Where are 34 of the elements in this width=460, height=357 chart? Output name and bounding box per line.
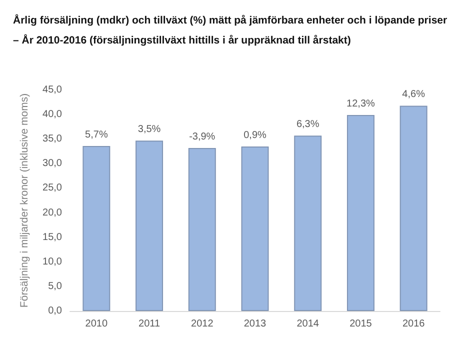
y-tick-label: 40,0 bbox=[42, 109, 62, 120]
annotation: 4,6% bbox=[402, 89, 426, 100]
y-tick-label: 25,0 bbox=[42, 182, 62, 194]
bar bbox=[346, 115, 374, 311]
y-axis-title: Försäljning i miljarder kronor (inklusive moms) bbox=[18, 93, 30, 308]
y-tick-label: 35,0 bbox=[42, 134, 62, 145]
x-tick-label: 2014 bbox=[296, 318, 320, 330]
bar bbox=[82, 146, 110, 311]
annotation: 0,9% bbox=[244, 130, 267, 141]
x-tick-label: 2012 bbox=[191, 318, 214, 330]
bar bbox=[188, 148, 216, 311]
y-tick-label: 5,0 bbox=[48, 280, 62, 292]
bar bbox=[241, 146, 269, 311]
chart-subtitle: – År 2010-2016 (försäljningstillväxt hittills i år uppräknad till årstakt) bbox=[13, 34, 351, 46]
annotation: -3,9% bbox=[189, 131, 216, 142]
x-tick-label: 2013 bbox=[244, 318, 267, 330]
annotation: 3,5% bbox=[138, 124, 161, 136]
y-tick-label: 30,0 bbox=[42, 158, 62, 170]
chart-title: Årlig försäljning (mdkr) och tillväxt (%) mätt på jämförbara enheter och i löpande priser bbox=[13, 14, 448, 26]
x-tick-label: 2015 bbox=[350, 318, 372, 330]
x-tick-label: 2016 bbox=[402, 318, 426, 330]
y-tick-label: 0,0 bbox=[48, 306, 62, 316]
bar bbox=[294, 136, 322, 311]
bar bbox=[400, 106, 428, 311]
x-tick-label: 2011 bbox=[138, 318, 160, 330]
annotation: 5,7% bbox=[85, 129, 108, 140]
x-tick-label: 2010 bbox=[85, 318, 108, 330]
y-tick-label: 45,0 bbox=[42, 84, 62, 96]
bar bbox=[136, 140, 164, 311]
y-tick-label: 15,0 bbox=[42, 232, 62, 243]
annotation: 6,3% bbox=[296, 119, 320, 130]
y-tick-label: 10,0 bbox=[42, 256, 62, 268]
annotation: 12,3% bbox=[346, 98, 375, 110]
y-tick-label: 20,0 bbox=[42, 207, 62, 218]
